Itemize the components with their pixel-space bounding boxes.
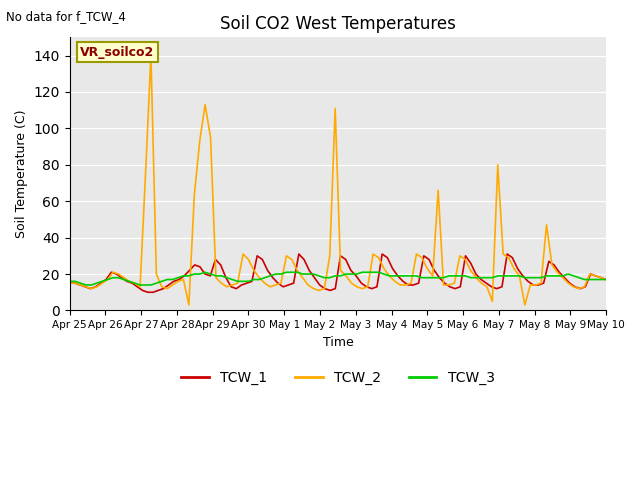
Y-axis label: Soil Temperature (C): Soil Temperature (C) — [15, 109, 28, 238]
Legend: TCW_1, TCW_2, TCW_3: TCW_1, TCW_2, TCW_3 — [175, 366, 500, 391]
Title: Soil CO2 West Temperatures: Soil CO2 West Temperatures — [220, 15, 456, 33]
Text: No data for f_TCW_4: No data for f_TCW_4 — [6, 10, 126, 23]
X-axis label: Time: Time — [323, 336, 353, 349]
Text: VR_soilco2: VR_soilco2 — [81, 46, 155, 59]
